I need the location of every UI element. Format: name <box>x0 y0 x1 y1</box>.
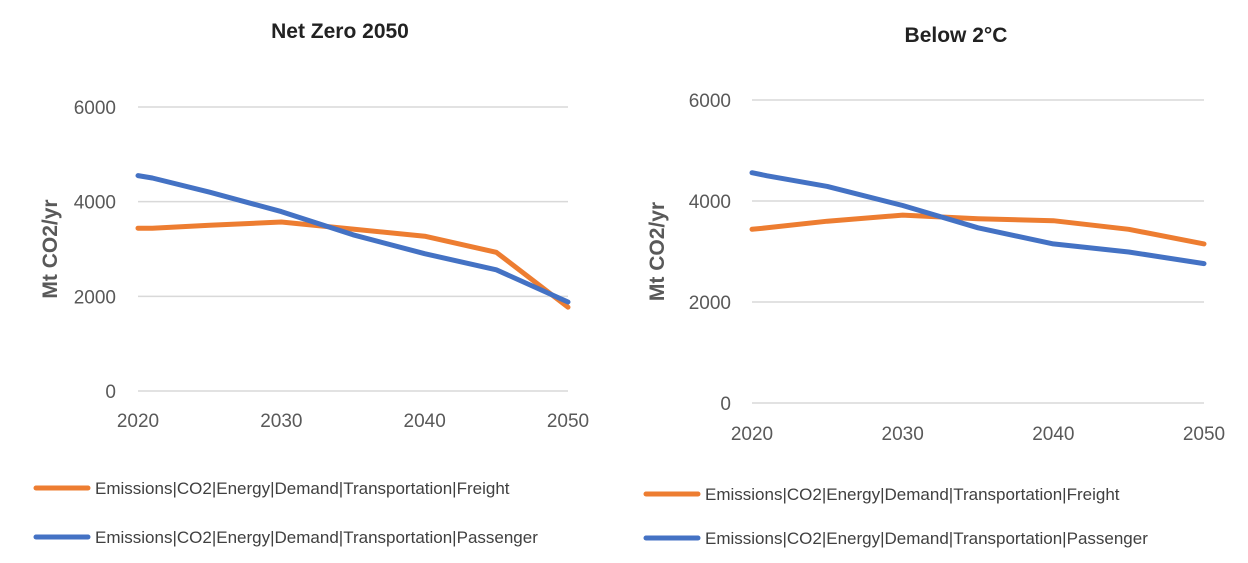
y-tick-label: 2000 <box>74 287 116 308</box>
legend-label: Emissions|CO2|Energy|Demand|Transportati… <box>705 529 1148 548</box>
legend-label: Emissions|CO2|Energy|Demand|Transportati… <box>95 528 538 547</box>
x-tick-label: 2020 <box>117 411 159 432</box>
y-tick-label: 6000 <box>74 98 116 119</box>
y-tick-label: 4000 <box>689 192 731 213</box>
y-tick-label: 0 <box>720 394 731 415</box>
series-line-passenger <box>749 170 1207 267</box>
series-line-passenger <box>135 173 571 305</box>
y-axis-label: Mt CO2/yr <box>646 202 669 301</box>
y-axis-label: Mt CO2/yr <box>39 199 62 298</box>
x-tick-label: 2030 <box>260 411 302 432</box>
y-tick-label: 2000 <box>689 293 731 314</box>
chart-title: Net Zero 2050 <box>271 20 409 43</box>
x-tick-label: 2050 <box>1183 424 1225 445</box>
y-tick-label: 0 <box>105 382 116 403</box>
x-tick-label: 2030 <box>882 424 924 445</box>
chart-title: Below 2°C <box>905 24 1008 47</box>
y-tick-label: 4000 <box>74 193 116 214</box>
y-tick-label: 6000 <box>689 91 731 112</box>
x-tick-label: 2040 <box>1032 424 1074 445</box>
x-tick-label: 2050 <box>547 411 589 432</box>
x-tick-label: 2040 <box>404 411 446 432</box>
legend-label: Emissions|CO2|Energy|Demand|Transportati… <box>705 485 1120 504</box>
x-tick-label: 2020 <box>731 424 773 445</box>
legend-label: Emissions|CO2|Energy|Demand|Transportati… <box>95 479 510 498</box>
